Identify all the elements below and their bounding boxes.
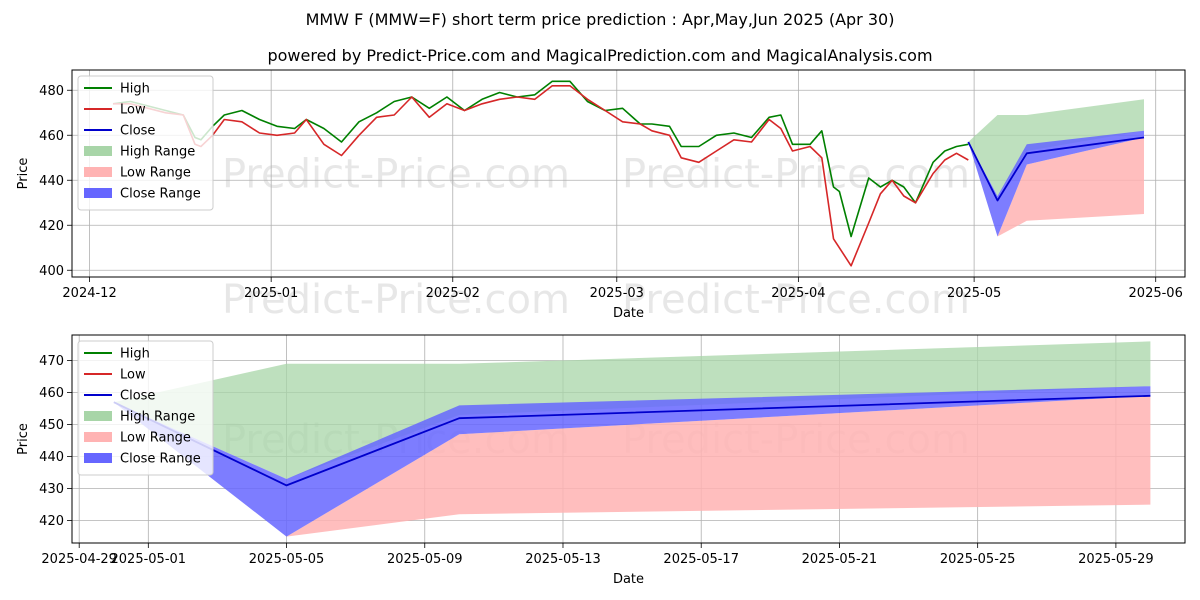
legend-entry: Close <box>120 389 155 404</box>
legend-entry: High <box>120 82 150 97</box>
x-tick-label: 2025-06 <box>1129 286 1183 301</box>
legend-swatch <box>84 411 112 421</box>
y-tick-label: 440 <box>39 174 64 189</box>
y-tick-label: 480 <box>39 84 64 99</box>
panel-top: Predict-Price.com Predict-Price.com Predic… <box>16 69 1186 324</box>
y-tick-label: 400 <box>39 264 64 279</box>
x-tick-label: 2025-05 <box>947 286 1001 301</box>
legend-entry: Low Range <box>120 166 191 181</box>
y-axis-label: Price <box>16 423 31 455</box>
watermark-text: Predict-Price.com <box>222 277 570 323</box>
x-axis-label: Date <box>613 572 644 587</box>
high-series-line <box>112 80 969 238</box>
close-range-band <box>113 386 1151 537</box>
legend-swatch <box>84 453 112 463</box>
legend-entry: Low <box>120 368 146 383</box>
x-tick-label: 2025-05-01 <box>111 552 187 567</box>
close-forecast-line <box>967 136 1145 202</box>
y-axis-label: Price <box>16 158 31 190</box>
x-tick-label: 2025-05-09 <box>387 552 463 567</box>
legend-entry: Low Range <box>120 431 191 446</box>
chart-subtitle: powered by Predict-Price.com and Magical… <box>267 46 933 65</box>
y-tick-label: 440 <box>39 450 64 465</box>
chart-title: MMW F (MMW=F) short term price predictio… <box>305 10 895 29</box>
close-range-band <box>968 130 1144 237</box>
x-tick-label: 2025-05-21 <box>802 552 878 567</box>
legend-entry: Close <box>120 124 155 139</box>
legend-swatch <box>84 167 112 177</box>
legend-swatch <box>84 146 112 156</box>
low-series-line <box>113 85 969 267</box>
x-tick-label: 2025-03 <box>590 286 644 301</box>
x-tick-label: 2025-01 <box>244 286 298 301</box>
x-tick-label: 2025-04 <box>771 286 825 301</box>
legend-entry: High Range <box>120 410 195 425</box>
x-tick-label: 2025-04-29 <box>41 552 117 567</box>
x-tick-label: 2025-05-25 <box>940 552 1016 567</box>
legend-swatch <box>84 188 112 198</box>
legend: High Low Close High Range Low Range Close Ran… <box>77 75 214 211</box>
y-tick-label: 460 <box>39 386 64 401</box>
y-tick-label: 420 <box>39 219 64 234</box>
y-tick-label: 470 <box>39 354 64 369</box>
watermark-text: Predict-Price.com <box>222 152 570 198</box>
x-axis-label: Date <box>613 306 644 321</box>
watermark-text: Predict-Price.com <box>622 277 970 323</box>
axes-frame <box>71 334 1186 544</box>
legend-swatch <box>84 432 112 442</box>
x-tick-label: 2025-05-29 <box>1078 552 1154 567</box>
y-tick-label: 450 <box>39 418 64 433</box>
legend-entry: High <box>120 347 150 362</box>
low-range-band <box>968 137 1144 237</box>
legend-entry: Low <box>120 103 146 118</box>
y-tick-label: 430 <box>39 482 64 497</box>
x-tick-label: 2025-05-13 <box>525 552 601 567</box>
axes-frame <box>71 69 1186 278</box>
watermark-group: Predict-Price.com Predict-Price.com Predic… <box>222 152 970 324</box>
grid: 2024-12 2025-01 2025-02 2025-03 2025-04 2025-… <box>39 70 1185 301</box>
legend-entry: High Range <box>120 145 195 160</box>
legend: High Low Close High Range Low Range Close Ran… <box>77 340 214 476</box>
y-tick-label: 420 <box>39 514 64 529</box>
y-tick-label: 460 <box>39 129 64 144</box>
legend-entry: Close Range <box>120 452 201 467</box>
x-tick-label: 2024-12 <box>62 286 116 301</box>
x-tick-label: 2025-05-05 <box>249 552 325 567</box>
panel-bottom: Predict-Price.comPredict-Price.com2025-0… <box>16 334 1186 587</box>
low-range-band <box>113 395 1151 537</box>
x-tick-label: 2025-05-17 <box>663 552 739 567</box>
x-tick-label: 2025-02 <box>426 286 480 301</box>
legend-entry: Close Range <box>120 187 201 202</box>
watermark-text: Predict-Price.com <box>622 152 970 198</box>
